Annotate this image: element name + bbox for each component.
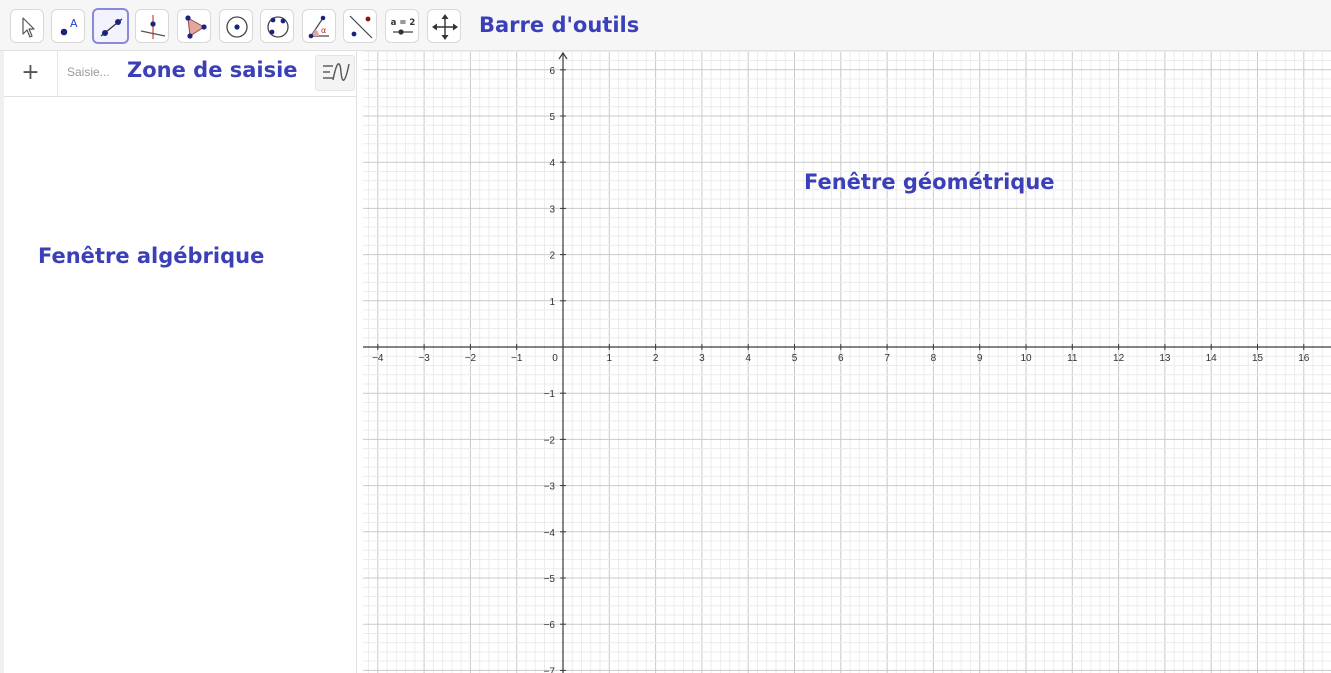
circle-tool-button[interactable] [219, 9, 253, 43]
x-tick-label: 14 [1206, 353, 1218, 364]
algebra-view-border [0, 51, 4, 673]
slider-tool-button[interactable]: a = 2 [385, 9, 419, 43]
x-tick-label: 6 [838, 353, 844, 364]
graphics-view[interactable]: −4 −3 −2 −1 0 1 2 3 4 5 6 7 8 9 10 11 12 13 14 15 16 6 5 4 3 2 1 −1… [363, 51, 1331, 673]
algebra-view-annotation: Fenêtre algébrique [38, 244, 265, 268]
x-tick-label: −1 [511, 353, 523, 364]
y-tick-label: −4 [544, 528, 556, 539]
segment-icon [100, 18, 123, 37]
circle-three-points-icon [267, 16, 289, 38]
y-tick-label: −7 [544, 666, 556, 673]
cursor-arrow-icon [22, 17, 35, 38]
y-tick-label: 6 [549, 66, 555, 77]
add-input-button[interactable]: + [4, 51, 58, 96]
input-zone-annotation: Zone de saisie [127, 58, 298, 82]
segment-tool-button[interactable] [92, 8, 129, 44]
x-tick-label: 11 [1067, 353, 1078, 364]
point-icon: A [60, 17, 78, 36]
graphics-view-annotation: Fenêtre géométrique [804, 170, 1055, 194]
move-graphics-view-icon [432, 14, 458, 40]
x-tick-label: 13 [1159, 353, 1171, 364]
polygon-tool-button[interactable] [177, 9, 211, 43]
y-tick-label: −2 [544, 435, 556, 446]
y-tick-label: 3 [549, 204, 555, 215]
input-bar[interactable]: + Saisie... [4, 51, 356, 97]
x-tick-label: 7 [884, 353, 890, 364]
x-tick-label: 3 [699, 353, 705, 364]
y-tick-label: 4 [549, 158, 555, 169]
x-tick-label: 16 [1298, 353, 1310, 364]
slider-icon: a = 2 [391, 18, 416, 35]
perpendicular-tool-button[interactable] [135, 9, 169, 43]
perpendicular-line-icon [140, 15, 166, 39]
algebra-view-menu-icon [323, 63, 350, 81]
x-tick-label: −4 [372, 353, 384, 364]
x-tick-label: 5 [792, 353, 798, 364]
toolbar: A [0, 0, 1331, 51]
y-tick-label: 5 [549, 112, 555, 123]
circle-three-points-tool-button[interactable] [260, 9, 294, 43]
x-tick-label: 12 [1113, 353, 1125, 364]
y-tick-label: −1 [544, 389, 556, 400]
y-tick-label: −6 [544, 620, 556, 631]
x-tick-label: 0 [552, 353, 558, 364]
x-tick-label: 2 [653, 353, 659, 364]
y-tick-label: 1 [549, 297, 555, 308]
slider-icon-text: a = 2 [391, 18, 416, 28]
reflect-point-icon [349, 15, 373, 39]
algebra-view-menu-button[interactable] [315, 55, 355, 91]
x-tick-label: 1 [607, 353, 613, 364]
y-tick-label: −5 [544, 574, 556, 585]
point-icon-letter: A [70, 17, 78, 30]
graphics-canvas[interactable]: −4 −3 −2 −1 0 1 2 3 4 5 6 7 8 9 10 11 12 13 14 15 16654321−1… [363, 51, 1331, 673]
point-tool-button[interactable]: A [51, 9, 85, 43]
circle-center-point-icon [226, 16, 248, 38]
reflect-tool-button[interactable] [343, 9, 377, 43]
toolbar-annotation: Barre d'outils [479, 13, 640, 37]
angle-icon-letter: α [321, 26, 326, 35]
algebra-view: + Saisie... [0, 51, 357, 673]
x-tick-label: −3 [418, 353, 430, 364]
angle-icon: α [308, 15, 329, 39]
polygon-icon [185, 15, 207, 39]
x-tick-label: 9 [977, 353, 983, 364]
move-view-tool-button[interactable] [427, 9, 461, 43]
move-tool-button[interactable] [10, 9, 44, 43]
y-axis-arrow [558, 51, 568, 60]
angle-tool-button[interactable]: α [302, 9, 336, 43]
y-tick-label: −3 [544, 482, 556, 493]
input-placeholder[interactable]: Saisie... [67, 65, 110, 79]
x-tick-label: 10 [1020, 353, 1032, 364]
y-tick-label: 2 [549, 251, 555, 262]
x-tick-label: 4 [745, 353, 751, 364]
x-tick-label: 8 [931, 353, 937, 364]
x-tick-label: 15 [1252, 353, 1264, 364]
x-tick-label: −2 [465, 353, 477, 364]
